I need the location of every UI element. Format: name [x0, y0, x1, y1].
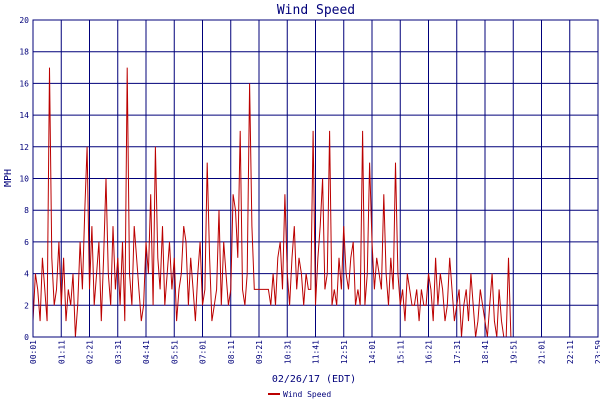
y-tick-label: 10: [19, 175, 29, 184]
y-tick-label: 6: [24, 238, 29, 247]
x-tick-label: 23:59: [594, 340, 600, 364]
x-tick-label: 18:41: [481, 340, 490, 364]
x-tick-label: 14:01: [368, 340, 377, 364]
y-tick-label: 4: [24, 270, 29, 279]
x-tick-label: 05:51: [170, 340, 179, 364]
x-tick-label: 10:31: [283, 340, 292, 364]
x-tick-label: 21:01: [538, 340, 547, 364]
y-tick-label: 14: [19, 111, 29, 120]
x-tick-label: 02:21: [86, 340, 95, 364]
legend-label: Wind Speed: [283, 390, 331, 399]
x-tick-label: 04:41: [142, 340, 151, 364]
y-tick-label: 8: [24, 206, 29, 215]
x-tick-labels: 00:01 01:11 02:21 03:31 04:41 05:51 07:01 08:11…: [29, 340, 600, 364]
legend: Wind Speed: [268, 390, 331, 399]
series-wind-speed: [32, 67, 563, 338]
x-axis-label: 02/26/17 (EDT): [272, 374, 356, 385]
y-tick-label: 0: [24, 333, 29, 342]
y-tick-label: 18: [19, 48, 29, 57]
x-tick-label: 16:21: [425, 340, 434, 364]
y-tick-label: 12: [19, 143, 29, 152]
x-tick-label: 12:51: [340, 340, 349, 364]
x-tick-label: 22:11: [566, 340, 575, 364]
x-tick-label: 11:41: [312, 340, 321, 364]
y-tick-label: 20: [19, 16, 29, 25]
x-tick-label: 09:21: [255, 340, 264, 364]
chart-title: Wind Speed: [277, 3, 355, 18]
x-tick-label: 15:11: [396, 340, 405, 364]
x-tick-label: 07:01: [199, 340, 208, 364]
y-tick-label: 2: [24, 301, 29, 310]
y-tick-label: 16: [19, 79, 29, 88]
y-axis-label: MPH: [3, 169, 14, 187]
x-tick-label: 17:31: [453, 340, 462, 364]
x-tick-label: 08:11: [227, 340, 236, 364]
x-tick-label: 19:51: [509, 340, 518, 364]
wind-speed-line: [32, 67, 563, 338]
x-tick-label: 01:11: [57, 340, 66, 364]
y-tick-labels: 0 2 4 6 8 10 12 14 16 18 20: [19, 16, 29, 342]
plot-border: [32, 19, 599, 338]
x-tick-label: 00:01: [29, 340, 38, 364]
x-tick-label: 03:31: [114, 340, 123, 364]
